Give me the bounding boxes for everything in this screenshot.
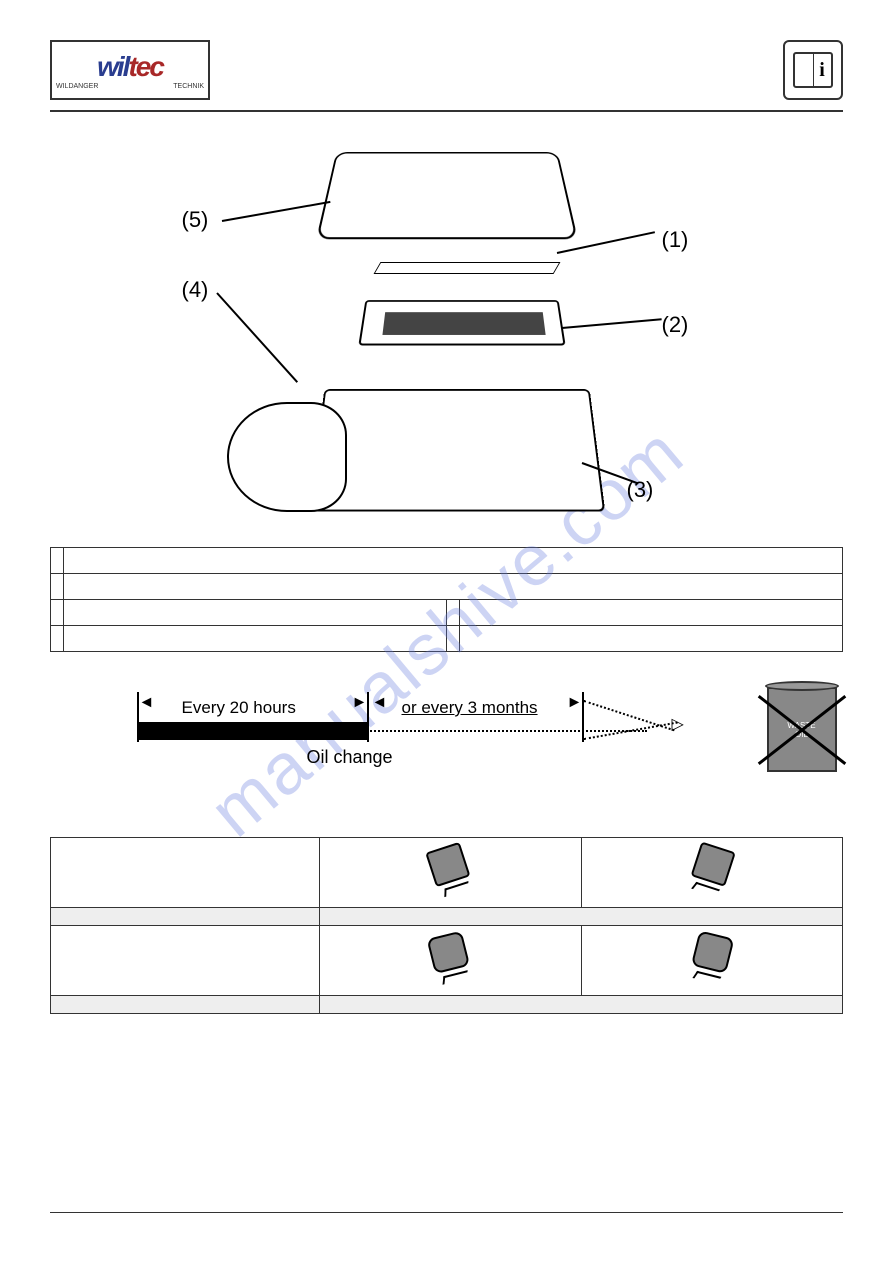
callout-5: (5) — [182, 207, 209, 233]
figure-part-engine — [227, 402, 347, 512]
table-row — [51, 926, 843, 996]
figure-part-lid — [316, 152, 578, 239]
figure-part-housing — [308, 389, 604, 512]
cell-desc — [460, 626, 843, 652]
arrow-4 — [216, 292, 298, 383]
arrow-left-icon: ◄ — [372, 694, 388, 712]
book-icon: i — [793, 52, 833, 88]
arrow-2 — [561, 318, 661, 329]
gray-cell — [320, 908, 843, 926]
tilt-angle-table — [50, 837, 843, 1014]
manual-info-icon: i — [783, 40, 843, 100]
tagline-left: WILDANGER — [56, 83, 98, 90]
callout-3: (3) — [627, 477, 654, 503]
table-row — [51, 574, 843, 600]
gray-cell — [51, 996, 320, 1014]
gray-cell — [320, 996, 843, 1014]
interval-months-label: or every 3 months — [402, 698, 538, 718]
callout-4: (4) — [182, 277, 209, 303]
engine-side-tilt-left-icon — [423, 929, 479, 988]
table-row — [51, 548, 843, 574]
arrow-5 — [221, 201, 330, 222]
figure-part-sheet — [373, 262, 560, 274]
cell-desc — [460, 600, 843, 626]
cell-desc — [64, 574, 843, 600]
oil-change-diagram: ◄ ► ◄ ► Every 20 hours or every 3 months… — [50, 692, 843, 792]
tagline-right: TECHNIK — [173, 83, 204, 90]
parts-legend-table — [50, 547, 843, 652]
cell-num — [51, 548, 64, 574]
tilt-icon-cell — [581, 926, 842, 996]
tilt-desc-cell — [51, 926, 320, 996]
exploded-view-figure: (1) (2) (3) (4) (5) — [50, 132, 843, 532]
tilt-icon-cell — [320, 838, 581, 908]
tilt-desc-cell — [51, 838, 320, 908]
brand-left: wil — [97, 51, 128, 82]
engine-side-tilt-right-icon — [684, 929, 740, 988]
cell-num — [51, 574, 64, 600]
cell-num — [51, 600, 64, 626]
oil-change-label: Oil change — [307, 747, 393, 768]
gray-cell — [51, 908, 320, 926]
table-row-divider — [51, 996, 843, 1014]
engine-tilt-left-icon — [421, 840, 479, 901]
table-row-divider — [51, 908, 843, 926]
tilt-icon-cell — [581, 838, 842, 908]
waste-oil-icon: WASTE OIL — [767, 687, 837, 772]
brand-tagline: WILDANGER TECHNIK — [52, 83, 208, 90]
table-row — [51, 626, 843, 652]
arrow-right-icon: ► — [567, 694, 583, 712]
table-row — [51, 838, 843, 908]
engine-tilt-right-icon — [683, 840, 741, 901]
cell-desc — [64, 548, 843, 574]
dotted-arrow-top — [583, 700, 674, 731]
interval-bar — [137, 722, 367, 740]
brand-logo: wiltec WILDANGER TECHNIK — [50, 40, 210, 100]
cell-num — [447, 626, 460, 652]
cell-desc — [64, 600, 447, 626]
header-divider — [50, 110, 843, 112]
figure-part-filter — [358, 300, 565, 345]
cross-out-icon — [764, 684, 840, 775]
cell-desc — [64, 626, 447, 652]
dotted-arrowhead-icon: ▷ — [672, 714, 684, 734]
brand-right: tec — [128, 51, 162, 82]
table-row — [51, 600, 843, 626]
cell-num — [51, 626, 64, 652]
brand-logo-text: wiltec — [97, 51, 163, 83]
dotted-guide — [367, 730, 647, 732]
callout-2: (2) — [662, 312, 689, 338]
page-header: wiltec WILDANGER TECHNIK i — [50, 40, 843, 100]
info-glyph: i — [801, 59, 825, 82]
arrow-right-icon: ► — [352, 694, 368, 712]
figure-filter-element — [382, 312, 545, 335]
tilt-icon-cell — [320, 926, 581, 996]
arrow-left-icon: ◄ — [139, 694, 155, 712]
interval-hours-label: Every 20 hours — [182, 698, 296, 718]
footer-divider — [50, 1212, 843, 1213]
cell-num — [447, 600, 460, 626]
callout-1: (1) — [662, 227, 689, 253]
